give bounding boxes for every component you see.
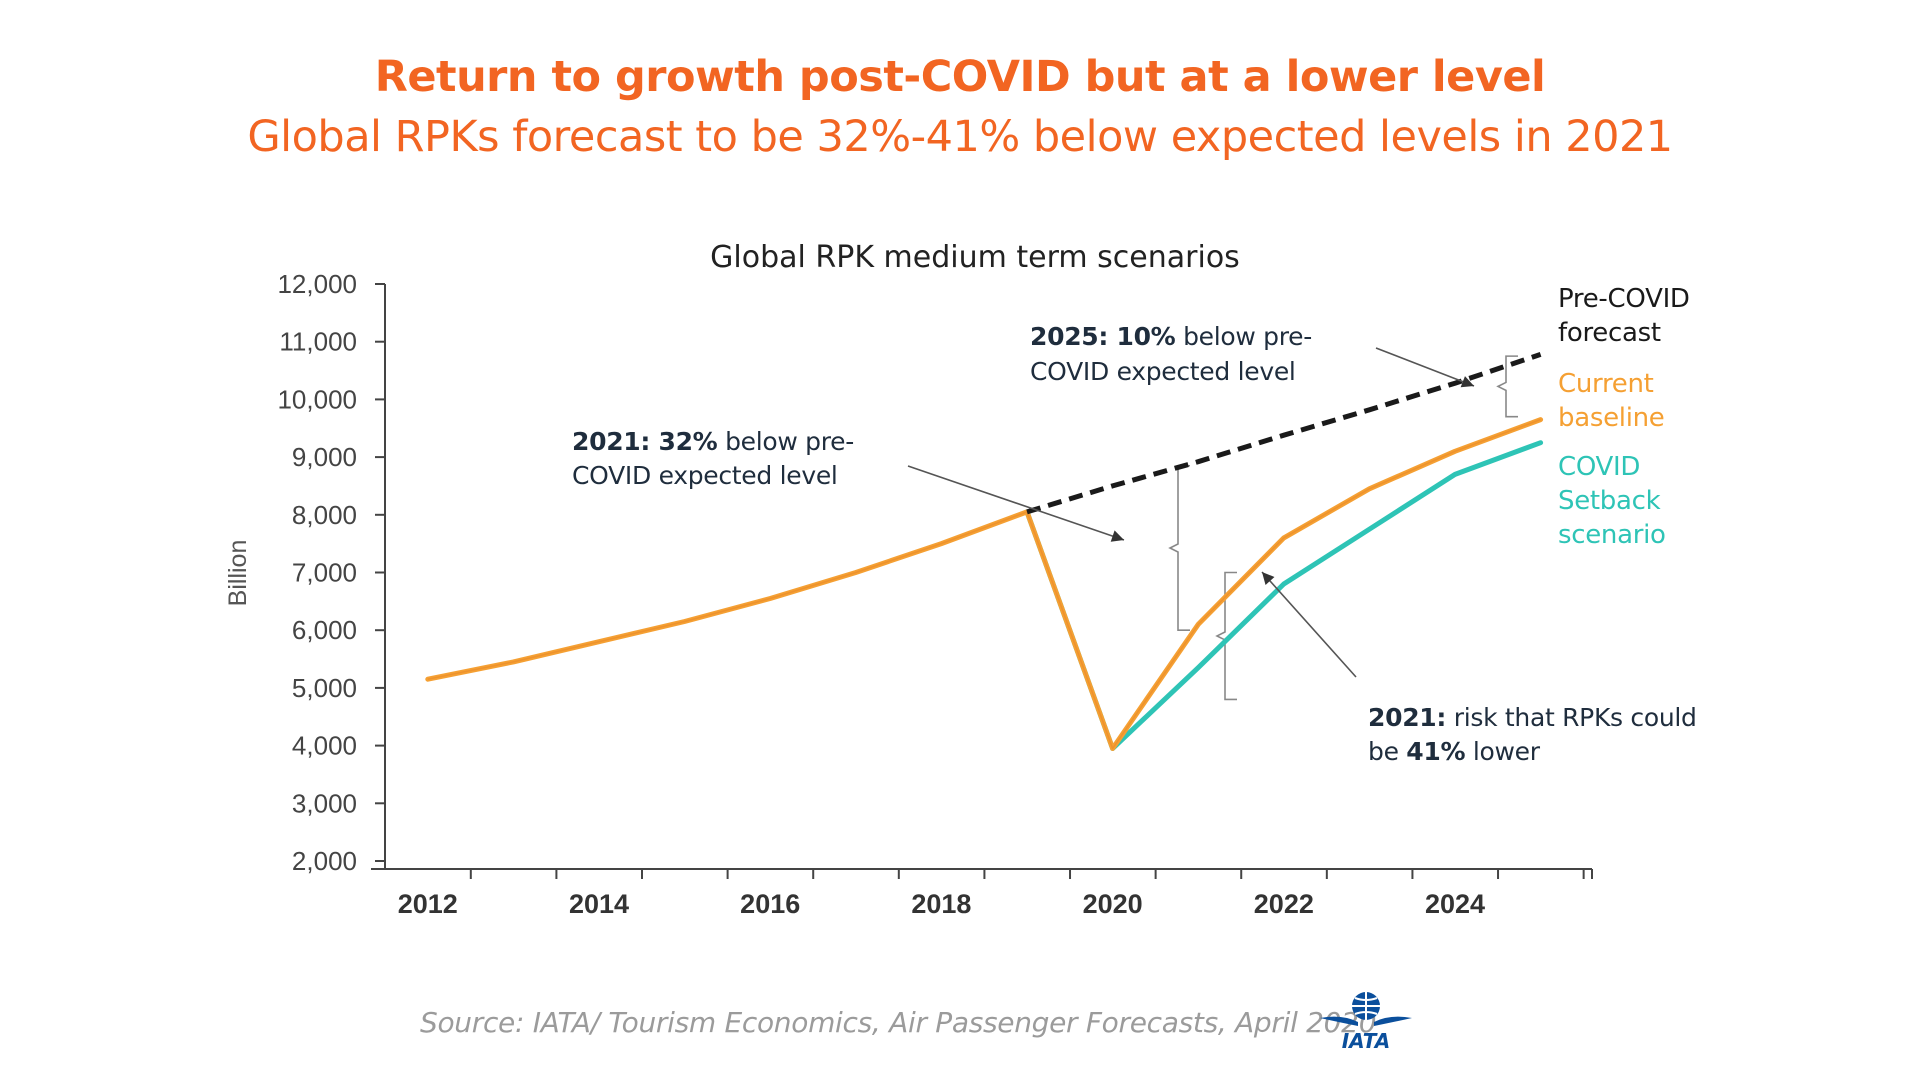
page-subtitle: Global RPKs forecast to be 32%-41% below… [247,112,1673,162]
annotation-risk-bold: 2021: [1368,703,1446,732]
annotation-risk-line2b: 41% [1406,737,1465,766]
legend-setback-line3: scenario [1558,520,1666,550]
arrow-2021-baseline-head [1110,530,1124,542]
annotation-2025-rest: below pre- [1175,322,1312,351]
x-tick-label: 2024 [1425,889,1485,919]
page-title: Return to growth post-COVID but at a low… [374,52,1546,102]
gap-brackets [1168,355,1518,701]
annotation-2021-bold: 2021: 32% [572,427,718,456]
y-tick-label: 8,000 [292,500,357,530]
annotation-2025-line2: COVID expected level [1030,357,1296,386]
arrow-2021-risk-head [1262,572,1275,585]
iata-logo-text: IATA [1342,1029,1391,1052]
y-tick-label: 10,000 [277,384,357,414]
legend-setback-line2: Setback [1558,486,1661,516]
annotation-2025-bold: 2025: 10% [1030,322,1176,351]
source-note: Source: IATA/ Tourism Economics, Air Pas… [420,1006,1377,1039]
y-axis-label: Billion [224,540,252,607]
arrow-2025-head [1460,376,1474,388]
annotation-risk-rest: risk that RPKs could [1446,703,1697,732]
legend-baseline-line1: Current [1558,369,1654,399]
annotation-2025: 2025: 10% below pre- COVID expected leve… [1030,322,1320,386]
x-tick-label: 2020 [1083,889,1143,919]
legend-baseline-line2: baseline [1558,403,1665,433]
legend-current-baseline: Current baseline [1558,369,1665,433]
arrow-2021-risk [1261,571,1357,678]
iata-logo: IATA [1320,992,1412,1052]
legend-setback-line1: COVID [1558,452,1640,482]
bracket-2021-risk [1215,571,1237,701]
y-tick-label: 3,000 [292,788,357,818]
x-tick-label: 2012 [398,889,458,919]
bracket-2021-baseline [1168,464,1190,631]
series-lines [425,352,1544,751]
y-tick-label: 11,000 [279,327,357,357]
annotation-arrows [907,347,1475,678]
y-tick-label: 2,000 [292,846,357,876]
pre-covid-forecast-line [1026,352,1542,515]
y-tick-label: 9,000 [292,442,357,472]
chart-title: Global RPK medium term scenarios [710,240,1240,275]
y-tick-label: 6,000 [292,615,357,645]
annotation-risk-line2a: be [1368,737,1406,766]
axes: 2,000 3,000 4,000 5,000 6,000 7,000 8,000 9,000… [277,269,1593,919]
arrow-2021-baseline [907,465,1125,541]
annotation-2021-line2: COVID expected level [572,461,838,490]
x-tick-label: 2016 [740,889,800,919]
legend-pre-covid-line2: forecast [1558,318,1661,348]
annotation-2021-baseline: 2021: 32% below pre- COVID expected leve… [572,427,862,490]
legend-covid-setback: COVID Setback scenario [1558,452,1668,550]
annotation-2021-risk: 2021: risk that RPKs could be 41% lower [1368,703,1704,766]
wings-icon [1320,1016,1412,1026]
x-tick-label: 2014 [569,889,629,919]
bracket-2025 [1496,355,1518,418]
annotation-2021-rest: below pre- [717,427,854,456]
y-tick-label: 7,000 [292,558,357,588]
legend-pre-covid: Pre-COVID forecast [1558,284,1698,348]
legend-pre-covid-line1: Pre-COVID [1558,284,1690,314]
x-tick-label: 2022 [1254,889,1314,919]
annotation-risk-line2c: lower [1465,737,1541,766]
y-tick-label: 4,000 [292,731,357,761]
x-tick-label: 2018 [911,889,971,919]
y-tick-label: 5,000 [292,673,357,703]
current-baseline-inner [427,418,1541,750]
arrow-2025 [1375,347,1475,387]
y-tick-label: 12,000 [277,269,357,299]
